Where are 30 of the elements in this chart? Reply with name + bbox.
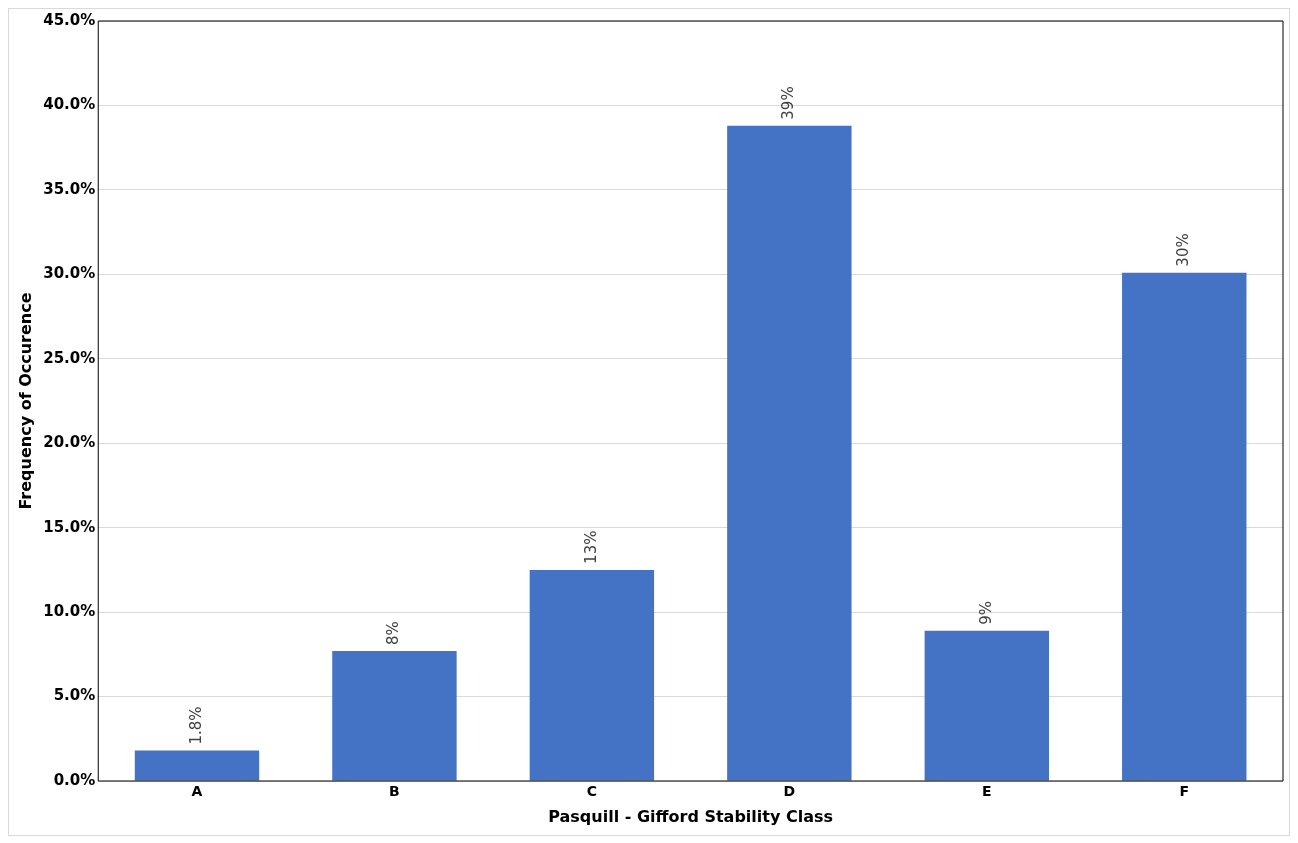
data-label: 8% [384,621,403,645]
bar [1122,272,1247,781]
x-axis-title: Pasquill - Gifford Stability Class [548,806,834,826]
data-label: 39% [779,86,798,120]
x-tick-label: A [191,783,203,800]
bar [727,125,852,781]
x-tick-label: F [1179,783,1190,800]
y-tick-label: 35.0% [43,179,96,198]
data-label: 13% [581,530,600,564]
y-tick-label: 40.0% [43,95,96,114]
y-tick-label: 15.0% [43,517,96,536]
x-tick-label: B [389,783,400,800]
y-tick-label: 10.0% [43,602,96,620]
y-tick-label: 25.0% [43,348,96,367]
bar [134,750,260,781]
x-tick-label: D [783,783,796,800]
data-label: 9% [976,600,995,625]
y-tick-label: 45.0% [43,10,96,29]
bar [332,650,457,781]
bar [529,569,655,781]
y-tick-label: 5.0% [53,686,96,705]
bar [924,630,1050,781]
data-label: 30% [1174,233,1193,267]
y-tick-label: 20.0% [43,433,96,452]
y-tick-label: 30.0% [43,264,96,283]
x-tick-label: E [982,783,992,800]
x-tick-label: C [586,783,598,800]
y-tick-label: 0.0% [53,770,96,789]
data-label: 1.8% [186,706,205,745]
y-axis-title: Frequency of Occurence [15,292,35,510]
